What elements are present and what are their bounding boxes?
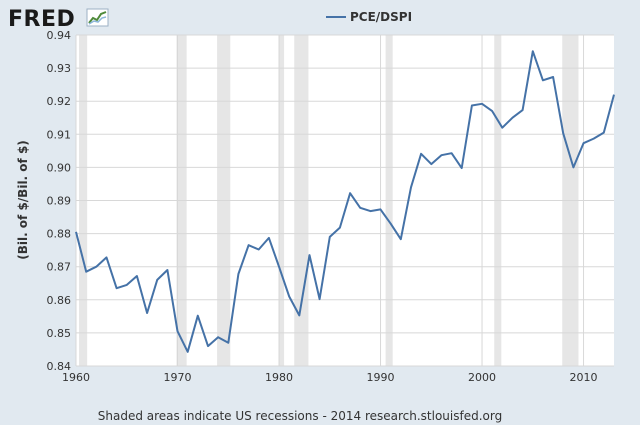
x-tick-label: 2010: [570, 371, 598, 384]
x-tick-labels: 1960 1970 1980 1990 2000 2010: [62, 371, 598, 384]
footnote: Shaded areas indicate US recessions - 20…: [98, 409, 502, 423]
x-tick-label: 1970: [164, 371, 192, 384]
series-layer: [75, 50, 615, 353]
legend-label: PCE/DSPI: [350, 10, 412, 24]
legend: PCE/DSPI: [326, 10, 412, 24]
x-tick-label: 1980: [265, 371, 293, 384]
brand-name: FRED: [8, 7, 75, 32]
x-tick-label: 1960: [62, 371, 90, 384]
y-axis-title: (Bil. of $/Bil. of $): [16, 140, 30, 260]
y-tick-label: 0.85: [47, 327, 72, 340]
y-tick-label: 0.93: [47, 62, 72, 75]
y-tick-label: 0.92: [47, 95, 72, 108]
series-line: [75, 50, 615, 353]
y-tick-labels: 0.84 0.85 0.86 0.87 0.88 0.89 0.90 0.91 0.92 0.93…: [47, 29, 72, 373]
y-tick-label: 0.91: [47, 128, 72, 141]
y-tick-label: 0.89: [47, 195, 72, 208]
y-tick-label: 0.90: [47, 161, 72, 174]
x-tick-label: 1990: [367, 371, 395, 384]
gridlines: [75, 34, 614, 367]
y-tick-label: 0.84: [47, 360, 72, 373]
x-tick-label: 2000: [468, 371, 496, 384]
y-tick-label: 0.88: [47, 228, 72, 241]
y-tick-label: 0.87: [47, 261, 72, 274]
y-tick-label: 0.86: [47, 294, 72, 307]
y-tick-label: 0.94: [47, 29, 72, 42]
line-chart-icon: [86, 8, 109, 27]
